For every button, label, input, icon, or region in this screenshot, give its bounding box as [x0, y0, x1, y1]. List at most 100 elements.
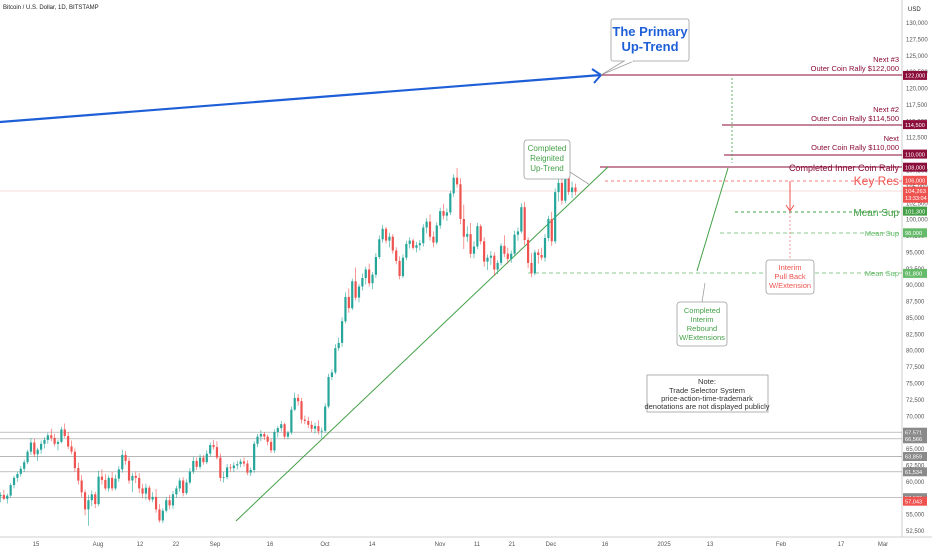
candle[interactable] — [36, 449, 39, 455]
candle[interactable] — [121, 455, 124, 470]
candle[interactable] — [344, 297, 347, 322]
candle[interactable] — [242, 461, 246, 464]
candle[interactable] — [117, 469, 120, 479]
candle[interactable] — [422, 227, 425, 244]
candle[interactable] — [70, 446, 73, 452]
candle[interactable] — [205, 453, 208, 463]
candle[interactable] — [340, 321, 344, 343]
candle[interactable] — [46, 435, 49, 440]
candle[interactable] — [67, 436, 70, 447]
candle[interactable] — [395, 250, 398, 262]
candle[interactable] — [178, 480, 181, 489]
candle[interactable] — [418, 243, 421, 246]
candle[interactable] — [188, 471, 191, 483]
candle[interactable] — [466, 234, 469, 237]
candle[interactable] — [401, 257, 405, 277]
candle[interactable] — [300, 401, 303, 420]
candle[interactable] — [449, 193, 452, 213]
candle[interactable] — [283, 424, 286, 437]
candle[interactable] — [428, 221, 432, 237]
candle[interactable] — [161, 510, 164, 521]
candle[interactable] — [317, 426, 320, 432]
candle[interactable] — [537, 252, 540, 255]
candle[interactable] — [175, 488, 178, 495]
candle[interactable] — [246, 463, 249, 473]
candle[interactable] — [215, 447, 219, 458]
candle[interactable] — [543, 238, 547, 258]
candle[interactable] — [557, 182, 560, 193]
candle[interactable] — [225, 467, 229, 478]
candle[interactable] — [354, 281, 357, 298]
candle[interactable] — [499, 245, 503, 263]
candle[interactable] — [357, 286, 361, 298]
candle[interactable] — [239, 461, 242, 465]
candle[interactable] — [483, 241, 486, 262]
candle[interactable] — [496, 262, 499, 270]
candle[interactable] — [138, 477, 141, 489]
candle[interactable] — [97, 476, 100, 505]
candle[interactable] — [209, 445, 212, 454]
candle[interactable] — [73, 451, 76, 469]
candle[interactable] — [324, 406, 327, 431]
candle[interactable] — [293, 397, 296, 410]
candle[interactable] — [368, 269, 371, 284]
candle[interactable] — [351, 281, 354, 309]
candle[interactable] — [313, 426, 317, 429]
candle[interactable] — [550, 219, 553, 242]
candle[interactable] — [567, 175, 570, 193]
candle[interactable] — [307, 420, 310, 425]
candle[interactable] — [361, 278, 364, 287]
candle[interactable] — [19, 468, 22, 474]
candle[interactable] — [280, 424, 283, 429]
candle[interactable] — [276, 428, 279, 432]
candle[interactable] — [286, 432, 290, 437]
candle[interactable] — [63, 429, 66, 436]
candle[interactable] — [219, 457, 222, 478]
candle[interactable] — [236, 464, 239, 466]
candle[interactable] — [412, 240, 415, 248]
candle[interactable] — [384, 228, 388, 241]
candle[interactable] — [327, 377, 330, 407]
candle[interactable] — [90, 494, 93, 501]
candle[interactable] — [23, 462, 26, 469]
candle[interactable] — [425, 221, 428, 228]
candle[interactable] — [124, 455, 127, 461]
candle[interactable] — [165, 500, 168, 511]
candle[interactable] — [253, 443, 256, 470]
candle[interactable] — [151, 496, 154, 500]
candle[interactable] — [570, 187, 574, 193]
candle[interactable] — [107, 477, 110, 489]
candle[interactable] — [60, 429, 63, 442]
candle[interactable] — [310, 424, 313, 429]
candle[interactable] — [12, 477, 16, 486]
candle[interactable] — [87, 500, 90, 510]
candle[interactable] — [516, 231, 520, 235]
candle[interactable] — [290, 409, 293, 433]
candle[interactable] — [303, 419, 306, 421]
candle[interactable] — [141, 488, 144, 494]
candle[interactable] — [554, 192, 557, 242]
candle[interactable] — [459, 184, 462, 219]
candle[interactable] — [29, 442, 33, 452]
candle[interactable] — [229, 467, 232, 469]
candle[interactable] — [232, 465, 235, 469]
candle[interactable] — [337, 342, 340, 349]
candle[interactable] — [330, 372, 334, 377]
candle[interactable] — [168, 500, 171, 506]
candle[interactable] — [530, 262, 533, 274]
candle[interactable] — [269, 441, 273, 451]
candle[interactable] — [408, 240, 411, 244]
candle[interactable] — [9, 485, 12, 496]
candle[interactable] — [455, 177, 459, 185]
candle[interactable] — [435, 225, 438, 243]
candle[interactable] — [520, 207, 523, 232]
candlestick-series[interactable] — [0, 167, 577, 526]
candle[interactable] — [273, 432, 276, 451]
candle[interactable] — [158, 509, 161, 521]
candle[interactable] — [77, 468, 80, 481]
candle[interactable] — [560, 182, 564, 201]
candle[interactable] — [320, 430, 323, 432]
candle[interactable] — [334, 348, 337, 373]
candle[interactable] — [26, 451, 29, 463]
